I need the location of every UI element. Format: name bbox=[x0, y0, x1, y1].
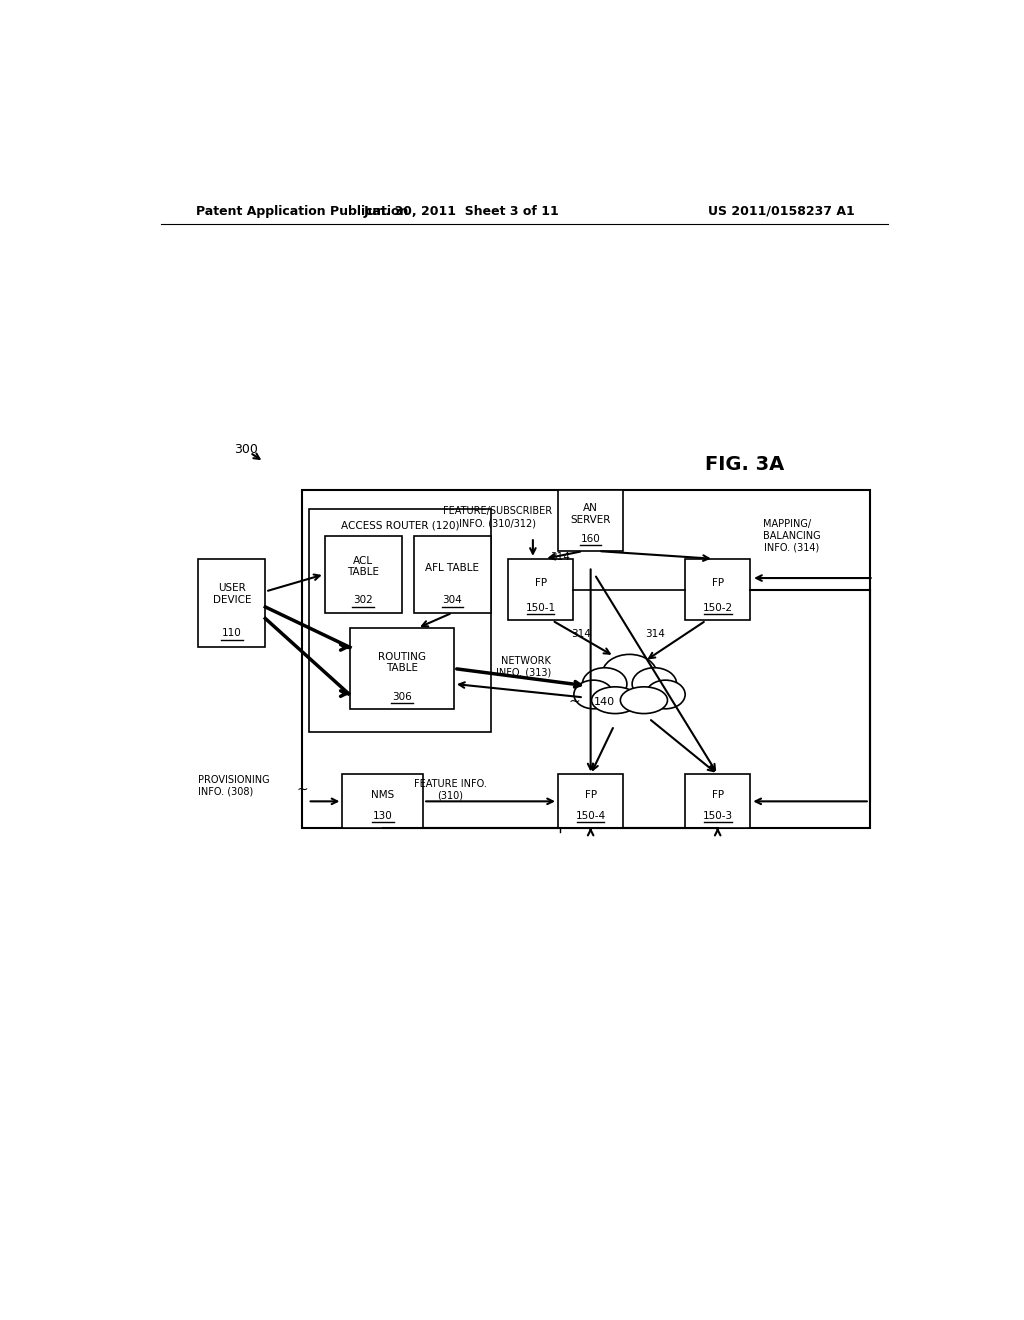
Text: 140: 140 bbox=[594, 697, 614, 706]
Text: 130: 130 bbox=[373, 810, 392, 821]
Text: 150-3: 150-3 bbox=[702, 810, 733, 821]
Text: FIG. 3A: FIG. 3A bbox=[706, 455, 784, 474]
Bar bbox=[301, 490, 869, 829]
Bar bbox=[342, 775, 423, 829]
Text: ~: ~ bbox=[296, 783, 308, 797]
Text: FP: FP bbox=[535, 578, 547, 589]
Text: 160: 160 bbox=[581, 533, 600, 544]
Ellipse shape bbox=[621, 686, 668, 714]
Text: 110: 110 bbox=[222, 628, 242, 639]
Text: Patent Application Publication: Patent Application Publication bbox=[196, 205, 409, 218]
Text: NETWORK
INFO. (313): NETWORK INFO. (313) bbox=[496, 656, 551, 677]
Ellipse shape bbox=[602, 655, 657, 694]
Text: ACL
TABLE: ACL TABLE bbox=[347, 556, 379, 577]
Text: ROUTING
TABLE: ROUTING TABLE bbox=[378, 652, 426, 673]
Text: FP: FP bbox=[712, 791, 724, 800]
Ellipse shape bbox=[592, 686, 639, 714]
Text: FP: FP bbox=[585, 791, 597, 800]
Text: AFL TABLE: AFL TABLE bbox=[425, 564, 479, 573]
Text: 300: 300 bbox=[234, 444, 258, 455]
Bar bbox=[309, 508, 490, 733]
Text: NMS: NMS bbox=[371, 791, 394, 800]
Bar bbox=[685, 558, 751, 620]
Text: 314: 314 bbox=[645, 630, 665, 639]
Bar bbox=[558, 775, 624, 829]
Bar bbox=[508, 558, 573, 620]
Text: US 2011/0158237 A1: US 2011/0158237 A1 bbox=[708, 205, 854, 218]
Text: MAPPING/
BALANCING
INFO. (314): MAPPING/ BALANCING INFO. (314) bbox=[764, 519, 821, 552]
Text: ~: ~ bbox=[568, 694, 581, 709]
Bar bbox=[350, 628, 454, 709]
Text: PROVISIONING
INFO. (308): PROVISIONING INFO. (308) bbox=[199, 775, 270, 797]
Bar bbox=[558, 490, 624, 552]
Text: 150-1: 150-1 bbox=[525, 603, 556, 612]
Ellipse shape bbox=[646, 680, 685, 709]
Ellipse shape bbox=[583, 668, 627, 700]
Bar bbox=[199, 558, 265, 647]
Text: Jun. 30, 2011  Sheet 3 of 11: Jun. 30, 2011 Sheet 3 of 11 bbox=[364, 205, 559, 218]
Text: 314: 314 bbox=[571, 630, 591, 639]
Text: USER
DEVICE: USER DEVICE bbox=[213, 583, 251, 605]
Text: FEATURE/SUBSCRIBER
INFO. (310/312): FEATURE/SUBSCRIBER INFO. (310/312) bbox=[442, 507, 552, 528]
Text: ACCESS ROUTER (120): ACCESS ROUTER (120) bbox=[341, 520, 460, 531]
Bar bbox=[325, 536, 401, 612]
Bar bbox=[685, 775, 751, 829]
Text: FEATURE INFO.
(310): FEATURE INFO. (310) bbox=[414, 779, 486, 801]
Ellipse shape bbox=[573, 680, 613, 709]
Ellipse shape bbox=[632, 668, 677, 700]
Text: 150-2: 150-2 bbox=[702, 603, 733, 612]
Text: 306: 306 bbox=[392, 692, 412, 702]
Text: 302: 302 bbox=[353, 595, 373, 606]
Text: AN
SERVER: AN SERVER bbox=[570, 503, 611, 525]
Text: FP: FP bbox=[712, 578, 724, 589]
Text: 314: 314 bbox=[550, 552, 570, 562]
Bar bbox=[414, 536, 490, 612]
Text: 304: 304 bbox=[442, 595, 462, 606]
Text: 150-4: 150-4 bbox=[575, 810, 606, 821]
